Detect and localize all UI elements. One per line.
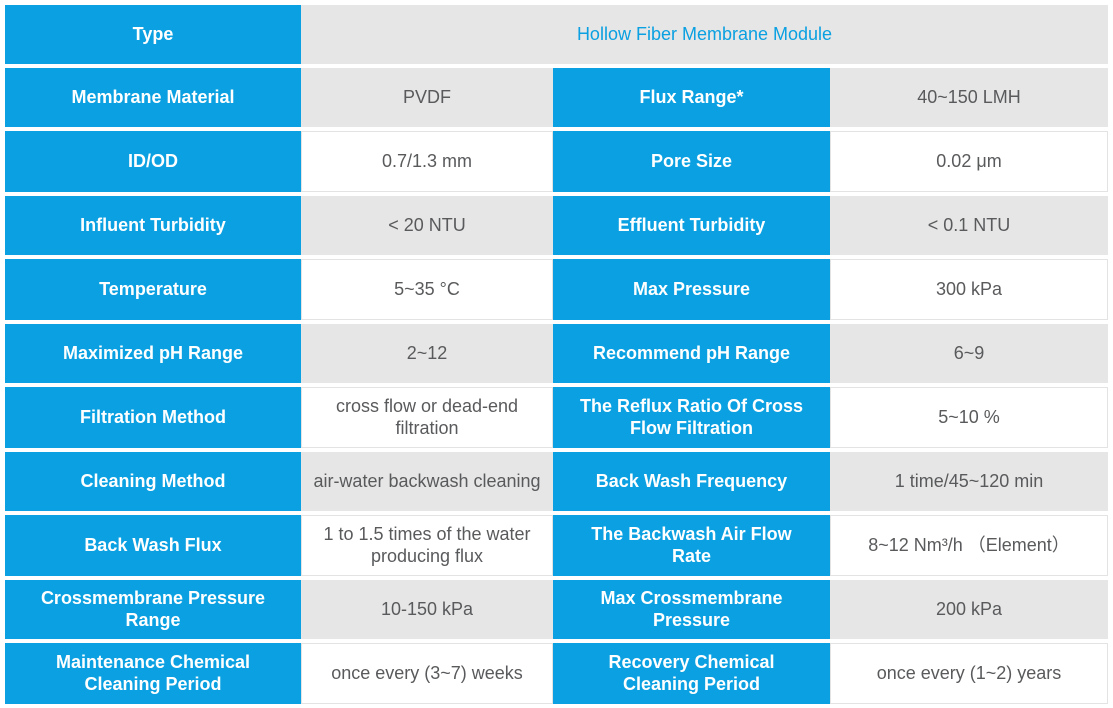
table-row: Crossmembrane Pressure Range 10-150 kPa … [5, 580, 1108, 639]
spec-label-cell: Back Wash Frequency [553, 452, 830, 511]
spec-value-cell: 6~9 [830, 324, 1108, 383]
spec-value-cell: 10-150 kPa [301, 580, 553, 639]
spec-label-cell: Maximized pH Range [5, 324, 301, 383]
table-row: ID/OD 0.7/1.3 mm Pore Size 0.02 μm [5, 131, 1108, 192]
spec-value-cell: once every (1~2) years [830, 643, 1108, 704]
spec-value-cell: 1 to 1.5 times of the water producing fl… [301, 515, 553, 576]
spec-label-cell: Flux Range* [553, 68, 830, 127]
spec-label-cell: Max Crossmembrane Pressure [553, 580, 830, 639]
table-row: Filtration Method cross flow or dead-end… [5, 387, 1108, 448]
spec-label-cell: Recovery Chemical Cleaning Period [553, 643, 830, 704]
spec-title-value-cell: Hollow Fiber Membrane Module [301, 5, 1108, 64]
spec-value-cell: air-water backwash cleaning [301, 452, 553, 511]
spec-value-cell: 0.7/1.3 mm [301, 131, 553, 192]
spec-value-cell: 0.02 μm [830, 131, 1108, 192]
spec-value-cell: 200 kPa [830, 580, 1108, 639]
membrane-spec-table: Type Hollow Fiber Membrane Module Membra… [5, 1, 1108, 708]
spec-value-cell: 8~12 Nm³/h （Element） [830, 515, 1108, 576]
spec-value-cell: < 20 NTU [301, 196, 553, 255]
spec-label-cell: Crossmembrane Pressure Range [5, 580, 301, 639]
table-row: Maximized pH Range 2~12 Recommend pH Ran… [5, 324, 1108, 383]
spec-value-cell: PVDF [301, 68, 553, 127]
spec-value-cell: 5~35 °C [301, 259, 553, 320]
spec-label-cell: The Backwash Air Flow Rate [553, 515, 830, 576]
spec-label-cell: Max Pressure [553, 259, 830, 320]
table-row: Back Wash Flux 1 to 1.5 times of the wat… [5, 515, 1108, 576]
spec-label-cell: ID/OD [5, 131, 301, 192]
table-row: Type Hollow Fiber Membrane Module [5, 5, 1108, 64]
spec-value-cell: < 0.1 NTU [830, 196, 1108, 255]
spec-label-cell: Membrane Material [5, 68, 301, 127]
spec-value-cell: 1 time/45~120 min [830, 452, 1108, 511]
spec-label-cell: Effluent Turbidity [553, 196, 830, 255]
spec-label-cell: Cleaning Method [5, 452, 301, 511]
spec-value-cell: 5~10 % [830, 387, 1108, 448]
table-row: Maintenance Chemical Cleaning Period onc… [5, 643, 1108, 704]
spec-value-cell: cross flow or dead-end filtration [301, 387, 553, 448]
spec-label-cell: Back Wash Flux [5, 515, 301, 576]
spec-label-cell: The Reflux Ratio Of Cross Flow Filtratio… [553, 387, 830, 448]
spec-value-cell: 40~150 LMH [830, 68, 1108, 127]
spec-value-cell: once every (3~7) weeks [301, 643, 553, 704]
spec-label-cell: Temperature [5, 259, 301, 320]
spec-value-cell: 300 kPa [830, 259, 1108, 320]
spec-label-cell: Pore Size [553, 131, 830, 192]
spec-label-cell: Maintenance Chemical Cleaning Period [5, 643, 301, 704]
spec-label-cell: Type [5, 5, 301, 64]
table-row: Membrane Material PVDF Flux Range* 40~15… [5, 68, 1108, 127]
table-row: Influent Turbidity < 20 NTU Effluent Tur… [5, 196, 1108, 255]
spec-label-cell: Filtration Method [5, 387, 301, 448]
table-row: Cleaning Method air-water backwash clean… [5, 452, 1108, 511]
table-row: Temperature 5~35 °C Max Pressure 300 kPa [5, 259, 1108, 320]
spec-value-cell: 2~12 [301, 324, 553, 383]
spec-label-cell: Recommend pH Range [553, 324, 830, 383]
spec-label-cell: Influent Turbidity [5, 196, 301, 255]
